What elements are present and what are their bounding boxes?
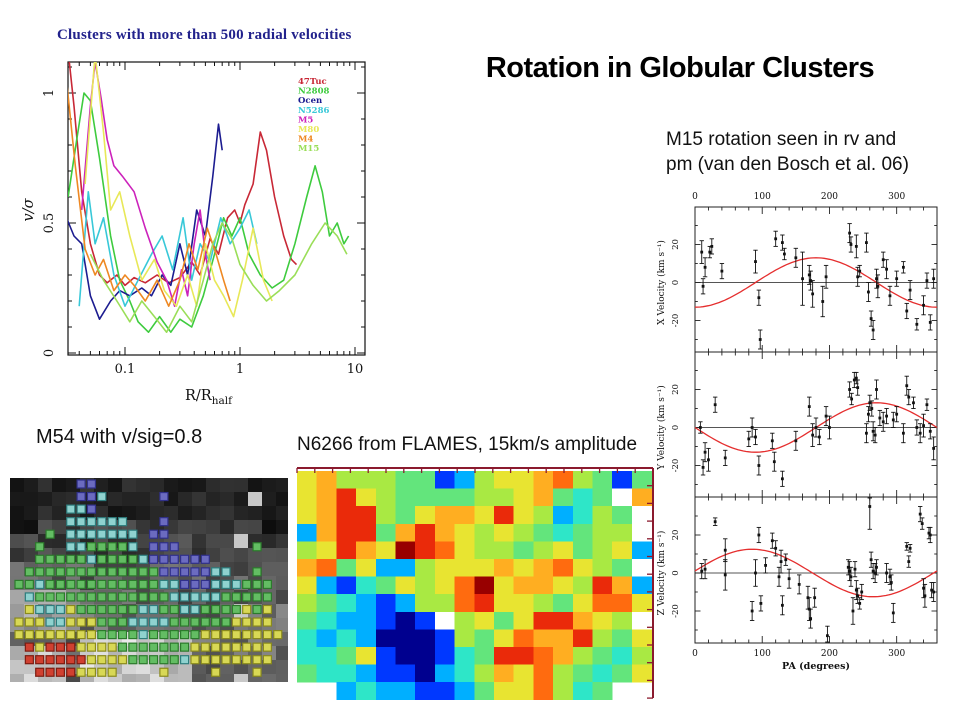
svg-text:20: 20 [671,530,681,541]
svg-text:R/Rhalf: R/Rhalf [185,388,233,407]
m54-velocity-map [10,478,288,682]
svg-text:-20: -20 [671,604,681,618]
svg-text:0: 0 [671,280,681,285]
svg-text:v/σ: v/σ [21,197,37,221]
svg-text:100: 100 [754,192,771,202]
svg-text:PA (degrees): PA (degrees) [782,661,850,672]
n6266-label: N6266 from FLAMES, 15km/s amplitude [297,434,638,455]
n6266-flames-map [296,467,654,701]
svg-text:10: 10 [347,362,364,377]
svg-text:Y Velocity (km s⁻¹): Y Velocity (km s⁻¹) [656,385,667,470]
m15-rotation-chart: -20 0 20 X Velocity (km s⁻¹) -20 0 20 Y Velocit… [656,192,938,672]
svg-text:300: 300 [888,649,905,659]
svg-text:47Tuc: 47Tuc [298,77,327,87]
svg-text:0.5: 0.5 [42,213,57,234]
vsigma-profiles-chart: 0.1 1 1000.51R/Rhalfv/σ47TucN2808OcenN5286… [21,61,366,407]
svg-text:N2808: N2808 [298,87,330,97]
m15-caption-line2: pm (van den Bosch et al. 06) [666,154,909,175]
svg-text:M4: M4 [298,135,313,145]
m54-label: M54 with v/sig=0.8 [36,426,203,448]
svg-text:M80: M80 [298,125,319,135]
m15-caption: M15 rotation seen in rv and pm (van den … [666,127,946,177]
svg-text:0: 0 [671,570,681,575]
svg-text:X Velocity (km s⁻¹): X Velocity (km s⁻¹) [656,240,667,325]
svg-text:200: 200 [821,649,838,659]
svg-text:100: 100 [754,649,771,659]
svg-text:1: 1 [236,362,244,377]
slide-title: Rotation in Globular Clusters [485,52,875,84]
svg-text:Z Velocity (km s⁻¹): Z Velocity (km s⁻¹) [656,531,667,616]
svg-text:300: 300 [888,192,905,202]
svg-text:N5286: N5286 [298,106,330,116]
svg-text:-20: -20 [671,314,681,328]
svg-text:20: 20 [671,239,681,250]
svg-text:0: 0 [42,349,57,357]
svg-text:200: 200 [821,192,838,202]
svg-text:M15: M15 [298,144,319,154]
svg-text:0: 0 [692,649,698,659]
svg-text:M5: M5 [298,115,313,125]
m15-caption-line1: M15 rotation seen in rv and [666,129,897,150]
svg-text:Ocen: Ocen [298,96,322,106]
svg-text:-20: -20 [671,459,681,473]
svg-text:0.1: 0.1 [115,362,136,377]
svg-text:0: 0 [671,425,681,430]
svg-text:1: 1 [42,89,57,97]
svg-text:0: 0 [692,192,698,202]
svg-text:20: 20 [671,384,681,395]
fig1-title: Clusters with more than 500 radial veloc… [57,27,352,43]
